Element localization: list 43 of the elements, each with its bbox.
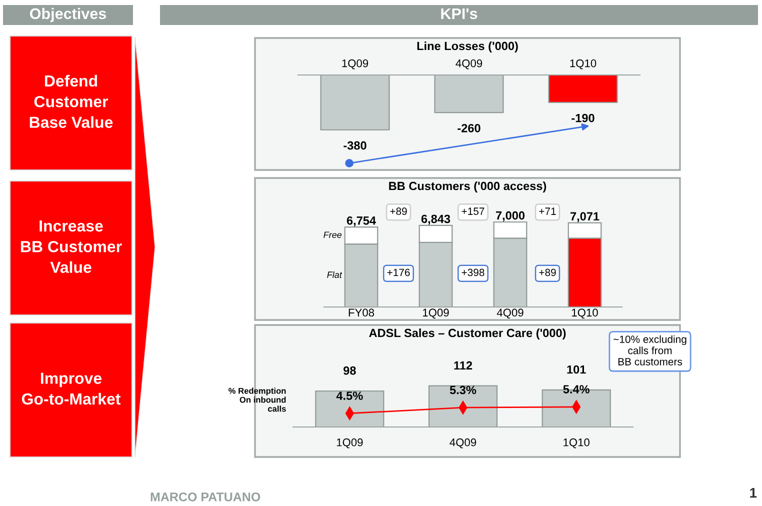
x-tick-label: 1Q09: [342, 59, 368, 70]
chart-title: Line Losses ('000): [417, 42, 518, 52]
data-label: 5.3%: [450, 386, 476, 394]
text: % Redemption On inbound calls: [228, 388, 286, 412]
annotation: +398: [462, 268, 484, 276]
text: +89: [390, 208, 407, 215]
data-label: -260: [458, 124, 480, 132]
text: Increase BB Customer Value: [21, 220, 122, 273]
annotation: +176: [387, 268, 410, 276]
data-label: 98: [344, 366, 356, 375]
annotation: 7,000: [496, 211, 525, 222]
chart-title: BB Customers ('000 access): [389, 181, 546, 192]
x-tick-label: 4Q09: [496, 308, 524, 319]
text: KPI's: [441, 8, 478, 20]
x-tick-label: 1Q10: [564, 438, 590, 448]
data-label: -380: [344, 141, 366, 150]
text: 1: [750, 488, 757, 498]
data-label: 112: [454, 361, 472, 370]
series-label: Free: [324, 232, 342, 238]
x-tick-label: FY08: [348, 308, 374, 317]
data-label: 5.4%: [563, 385, 590, 394]
x-tick-label: 4Q09: [450, 438, 476, 448]
annotation: 6,754: [346, 216, 376, 226]
annotation: 7,071: [570, 212, 600, 222]
text: Objectives: [30, 8, 106, 22]
x-tick-label: 1Q10: [570, 59, 596, 70]
series-label: Flat: [327, 271, 342, 278]
text: +71: [539, 208, 556, 215]
text: MARCO PATUANO: [150, 492, 260, 502]
x-tick-label: 1Q09: [423, 308, 449, 319]
x-tick-label: 1Q09: [336, 438, 363, 448]
chart-title: ADSL Sales – Customer Care ('000): [369, 328, 566, 340]
text: ~10% excluding calls from BB customers: [614, 335, 686, 366]
annotation: +89: [539, 268, 556, 276]
text: Improve Go-to-Market: [22, 372, 120, 405]
data-label: 101: [567, 365, 586, 374]
data-label: 4.5%: [336, 392, 363, 400]
text: Defend Customer Base Value: [30, 74, 113, 128]
text: +157: [462, 208, 484, 215]
x-tick-label: 4Q09: [456, 59, 482, 70]
annotation: 6,843: [421, 214, 450, 225]
data-label: -190: [572, 114, 594, 122]
x-tick-label: 1Q10: [572, 308, 598, 319]
